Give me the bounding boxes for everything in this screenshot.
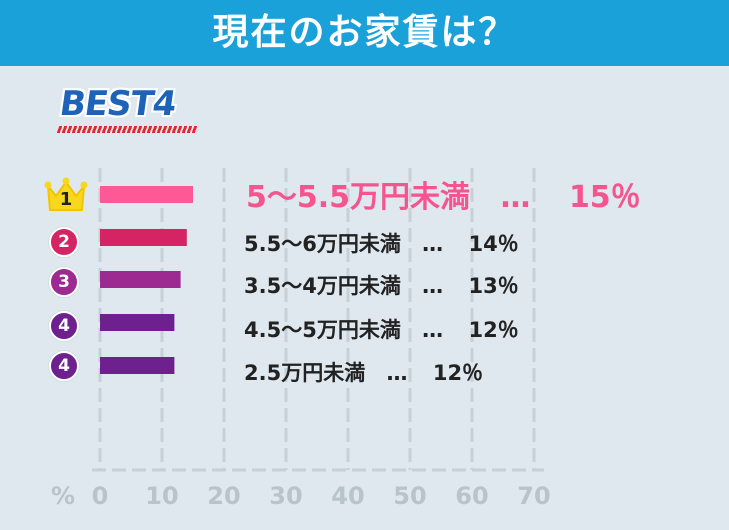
rank-3-category: 3.5～4万円未満 — [244, 274, 401, 298]
rank-3-badge: 3 — [49, 267, 79, 297]
rank-4b-separator: … — [386, 361, 408, 385]
x-tick-30: 30 — [269, 482, 303, 510]
x-tick-50: 50 — [393, 482, 427, 510]
rank-3-separator: … — [422, 274, 444, 298]
rank-4-separator: … — [422, 318, 444, 342]
rank-2-label: 5.5～6万円未満 … 14％ — [244, 228, 519, 258]
rank-4-category: 4.5～5万円未満 — [244, 318, 401, 342]
crown-icon: 1 — [44, 176, 88, 214]
bar-rank-1 — [100, 186, 193, 203]
rank-1-label: 5～5.5万円未満 … 15％ — [246, 172, 641, 216]
x-tick-60: 60 — [455, 482, 489, 510]
rank-3-value: 13％ — [468, 274, 519, 298]
x-tick-20: 20 — [207, 482, 241, 510]
rank-3-label: 3.5～4万円未満 … 13％ — [244, 270, 519, 300]
rank-1-category: 5～5.5万円未満 — [246, 180, 471, 215]
title-banner: 現在のお家賃は？ — [0, 0, 729, 66]
rank-2-badge: 2 — [49, 227, 79, 257]
rank-4-label: 4.5～5万円未満 … 12％ — [244, 314, 519, 344]
bar-rank-3 — [100, 271, 181, 288]
rank-2-value: 14％ — [468, 232, 519, 256]
rank-4b-category: 2.5万円未満 — [244, 361, 366, 385]
rank-2-category: 5.5～6万円未満 — [244, 232, 401, 256]
bar-rank-5 — [100, 357, 175, 374]
x-tick-10: 10 — [145, 482, 179, 510]
x-axis-unit: % — [51, 482, 76, 510]
rank-2-separator: … — [422, 232, 444, 256]
rank-4-badge: 4 — [49, 311, 79, 341]
bar-rank-2 — [100, 229, 187, 246]
x-tick-40: 40 — [331, 482, 365, 510]
rank-4-value: 12％ — [468, 318, 519, 342]
chart-title: 現在のお家賃は？ — [212, 12, 517, 53]
rank-4b-badge: 4 — [49, 351, 79, 381]
bar-rank-4 — [100, 314, 175, 331]
rank-1-separator: … — [500, 180, 531, 215]
rank-1-number: 1 — [59, 189, 73, 210]
rank-1-value: 15％ — [568, 180, 641, 215]
x-tick-70: 70 — [517, 482, 551, 510]
x-tick-0: 0 — [91, 482, 109, 510]
rank-4b-label: 2.5万円未満 … 12％ — [244, 357, 483, 387]
rank-4b-value: 12％ — [432, 361, 484, 385]
